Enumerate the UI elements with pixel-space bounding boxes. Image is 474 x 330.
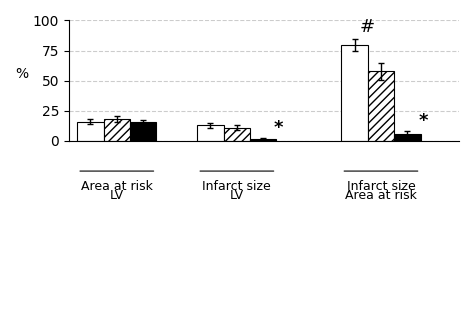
- Bar: [224, 128, 250, 141]
- Text: Area at risk: Area at risk: [81, 180, 153, 192]
- Bar: [394, 134, 420, 141]
- Text: LV: LV: [230, 189, 244, 202]
- Text: Infarct size: Infarct size: [346, 180, 415, 192]
- Bar: [104, 119, 130, 141]
- Bar: [77, 122, 104, 141]
- Bar: [368, 71, 394, 141]
- Y-axis label: %: %: [15, 67, 28, 81]
- Text: *: *: [274, 119, 283, 137]
- Bar: [250, 139, 276, 141]
- Text: Infarct size: Infarct size: [202, 180, 271, 192]
- Bar: [130, 122, 156, 141]
- Bar: [197, 125, 224, 141]
- Text: *: *: [418, 112, 428, 130]
- Text: #: #: [359, 18, 374, 36]
- Bar: [341, 45, 368, 141]
- Text: LV: LV: [110, 189, 124, 202]
- Text: Area at risk: Area at risk: [345, 189, 417, 202]
